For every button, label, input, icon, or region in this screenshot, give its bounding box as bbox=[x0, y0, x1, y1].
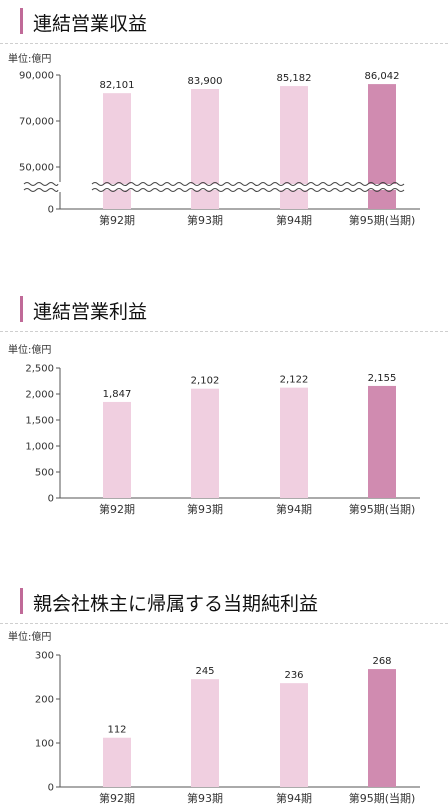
y-tick-label: 0 bbox=[48, 494, 54, 505]
category-label: 第93期 bbox=[187, 213, 223, 227]
y-tick-label: 0 bbox=[48, 783, 54, 794]
bar bbox=[368, 385, 396, 498]
y-tick-label: 90,000 bbox=[19, 71, 54, 82]
category-label: 第92期 bbox=[99, 213, 135, 227]
y-tick-label: 1,000 bbox=[25, 442, 54, 453]
bar bbox=[280, 86, 308, 209]
bar bbox=[191, 679, 219, 787]
category-label: 第94期 bbox=[276, 502, 312, 516]
y-tick-label: 2,000 bbox=[25, 390, 54, 401]
data-label: 2,155 bbox=[368, 373, 397, 384]
bar bbox=[103, 93, 131, 209]
data-label: 268 bbox=[372, 656, 391, 667]
y-tick-label: 500 bbox=[35, 468, 54, 479]
chart-net-income: 単位:億円 0 100 200 300 112 第92期 245 第93期 236 第94期 268 第… bbox=[8, 630, 420, 805]
chart-title: 連結営業利益 bbox=[33, 301, 148, 323]
data-label: 245 bbox=[195, 666, 214, 677]
axis-break-wave bbox=[23, 188, 59, 192]
unit-label: 単位:億円 bbox=[8, 343, 51, 356]
chart-title: 親会社株主に帰属する当期純利益 bbox=[33, 593, 319, 615]
data-label: 2,102 bbox=[191, 376, 220, 387]
y-tick-label: 2,500 bbox=[25, 364, 54, 375]
bar bbox=[280, 683, 308, 787]
data-label: 83,900 bbox=[188, 76, 223, 87]
axis-break-gap bbox=[92, 184, 404, 190]
category-label: 第95期(当期) bbox=[349, 791, 416, 805]
y-tick-label: 0 bbox=[48, 205, 54, 216]
y-tick-label: 300 bbox=[35, 651, 54, 662]
data-label: 85,182 bbox=[277, 73, 312, 84]
axis-break-wave bbox=[91, 188, 405, 192]
data-label: 82,101 bbox=[100, 80, 135, 91]
chart-operating-income: 単位:億円 0 500 1,000 1,500 2,000 2,500 1,847 第92期 2,… bbox=[8, 343, 420, 516]
category-label: 第95期(当期) bbox=[349, 213, 416, 227]
y-tick-label: 200 bbox=[35, 695, 54, 706]
title-accent-bar bbox=[20, 8, 23, 34]
category-label: 第94期 bbox=[276, 791, 312, 805]
data-label: 112 bbox=[107, 725, 126, 736]
bar bbox=[103, 737, 131, 787]
chart-title: 連結営業収益 bbox=[33, 13, 148, 35]
title-accent-bar bbox=[20, 296, 23, 322]
chart-operating-revenue: 単位:億円 0 50,000 70,000 90,000 82,101 第92期 83,900… bbox=[8, 52, 420, 227]
unit-label: 単位:億円 bbox=[8, 52, 51, 65]
data-label: 86,042 bbox=[365, 71, 400, 82]
category-label: 第95期(当期) bbox=[349, 502, 416, 516]
axis-break-wave bbox=[91, 182, 405, 186]
y-tick-label: 1,500 bbox=[25, 416, 54, 427]
y-tick-label: 100 bbox=[35, 739, 54, 750]
data-label: 2,122 bbox=[280, 375, 309, 386]
axis-break-wave bbox=[23, 182, 59, 186]
data-label: 1,847 bbox=[103, 389, 132, 400]
unit-label: 単位:億円 bbox=[8, 630, 51, 643]
axis-break-gap bbox=[22, 182, 62, 192]
bar bbox=[191, 388, 219, 498]
y-tick-label: 50,000 bbox=[19, 163, 54, 174]
bar bbox=[368, 669, 396, 787]
category-label: 第94期 bbox=[276, 213, 312, 227]
category-label: 第93期 bbox=[187, 791, 223, 805]
data-label: 236 bbox=[284, 670, 303, 681]
bar bbox=[280, 387, 308, 498]
title-divider bbox=[0, 43, 448, 44]
title-divider bbox=[0, 623, 448, 624]
y-tick-label: 70,000 bbox=[19, 117, 54, 128]
title-divider bbox=[0, 331, 448, 332]
category-label: 第92期 bbox=[99, 791, 135, 805]
category-label: 第92期 bbox=[99, 502, 135, 516]
category-label: 第93期 bbox=[187, 502, 223, 516]
bar bbox=[103, 401, 131, 498]
title-accent-bar bbox=[20, 588, 23, 614]
